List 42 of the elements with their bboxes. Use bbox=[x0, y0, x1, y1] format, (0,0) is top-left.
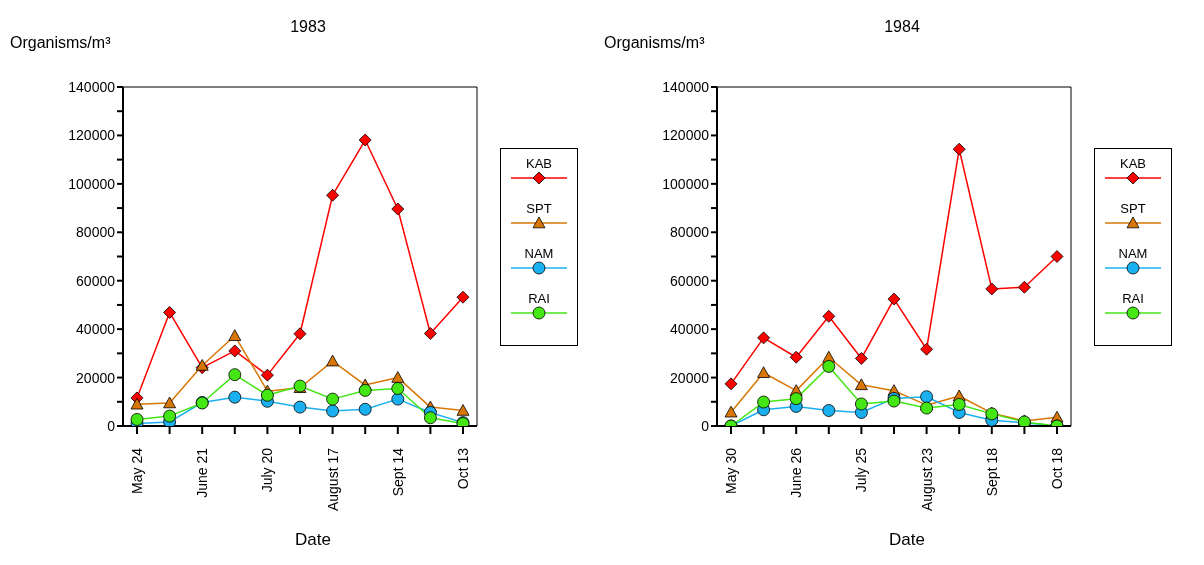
y-tick-label: 0 bbox=[701, 417, 710, 434]
x-tick-label: July 25 bbox=[853, 447, 870, 493]
y-tick-label: 40000 bbox=[76, 321, 116, 338]
x-tick-label: May 30 bbox=[723, 447, 739, 494]
y-axis-title: Organisms/m³ bbox=[10, 34, 111, 52]
x-axis-title: Date bbox=[888, 530, 926, 550]
y-tick-label: 140000 bbox=[662, 78, 710, 95]
y-tick-label: 100000 bbox=[662, 175, 710, 192]
y-tick-label: 140000 bbox=[68, 78, 116, 95]
y-tick-label: 120000 bbox=[68, 127, 116, 144]
y-tick-label: 100000 bbox=[68, 175, 116, 192]
text: NAM bbox=[523, 246, 555, 261]
x-tick-label: Sept 18 bbox=[983, 447, 1000, 497]
text: SPT bbox=[525, 201, 553, 216]
x-tick-label: June 21 bbox=[194, 447, 211, 498]
chart-title: 1983 bbox=[289, 18, 327, 36]
y-tick-label: 120000 bbox=[662, 127, 710, 144]
x-axis-title: Date bbox=[294, 530, 332, 550]
y-tick-label: 80000 bbox=[670, 224, 710, 241]
x-tick-label: Sept 14 bbox=[389, 447, 406, 497]
x-tick-label: May 24 bbox=[129, 447, 145, 494]
y-tick-label: 0 bbox=[107, 417, 116, 434]
x-tick-label: August 17 bbox=[324, 447, 341, 512]
text: RAI bbox=[527, 291, 551, 306]
x-tick-label: July 20 bbox=[259, 447, 276, 493]
y-tick-label: 80000 bbox=[76, 224, 116, 241]
y-axis-title: Organisms/m³ bbox=[604, 34, 705, 52]
x-tick-label: August 23 bbox=[918, 447, 935, 512]
y-tick-label: 20000 bbox=[76, 369, 116, 386]
x-tick-label: Oct 18 bbox=[1049, 447, 1065, 490]
text: SPT bbox=[1119, 201, 1147, 216]
text: KAB bbox=[1119, 156, 1147, 171]
y-tick-label: 40000 bbox=[670, 321, 710, 338]
text: NAM bbox=[1117, 246, 1149, 261]
y-tick-label: 60000 bbox=[670, 272, 710, 289]
chart-title: 1984 bbox=[883, 18, 921, 36]
y-tick-label: 20000 bbox=[670, 369, 710, 386]
x-tick-label: June 26 bbox=[788, 447, 805, 498]
text: RAI bbox=[1121, 291, 1145, 306]
y-tick-label: 60000 bbox=[76, 272, 116, 289]
x-tick-label: Oct 13 bbox=[455, 447, 471, 490]
text: KAB bbox=[525, 156, 553, 171]
